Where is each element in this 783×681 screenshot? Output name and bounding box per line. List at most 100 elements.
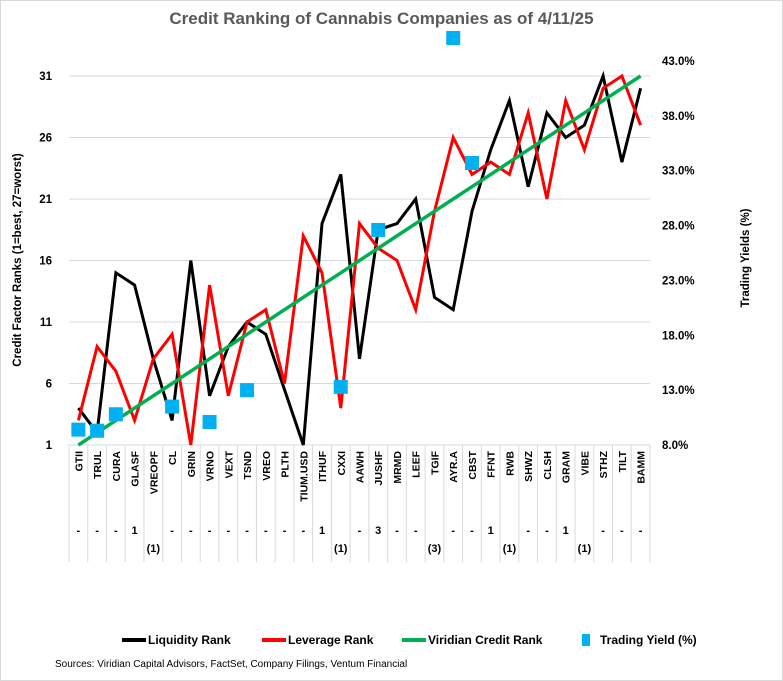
yield-marker [446,30,461,45]
rank-change-label: 1 [563,525,569,537]
rank-change-label: - [283,525,287,537]
category-label: CXXI [336,451,348,476]
category-label: LEEF [411,450,423,477]
category-label: JUSHF [373,450,385,485]
rank-change-label: - [358,525,362,537]
legend-label-liquidity: Liquidity Rank [148,633,231,647]
yield-marker [464,156,479,171]
yield-marker [371,222,386,237]
category-label: VREO [261,451,273,481]
y-tick-left: 6 [46,379,52,391]
rank-change-label: (1) [578,543,592,555]
y-tick-right: 33.0% [662,166,695,178]
legend-label-viridian: Viridian Credit Rank [428,633,543,647]
category-label: CL [167,450,179,465]
rank-change-label: 1 [488,525,494,537]
legend-label-leverage: Leverage Rank [288,633,374,647]
source-note: Sources: Viridian Capital Advisors, Fact… [55,659,408,670]
category-label: VREOPF [148,450,160,494]
y-tick-right: 23.0% [662,275,695,287]
category-label: SHWZ [523,450,535,481]
rank-change-label: - [170,525,174,537]
category-label: PLTH [280,451,292,478]
rank-change-label: - [77,525,81,537]
y-tick-right: 18.0% [662,330,695,342]
rank-change-label: - [226,525,230,537]
category-label: FFNT [486,450,498,477]
rank-change-label: - [526,525,530,537]
legend-swatch-viridian [402,638,426,642]
series-line-viridian-credit-rank [77,74,642,447]
category-label: TGIF [429,450,441,474]
series-line-leverage-rank [76,73,643,446]
category-label: TRUL [92,450,104,479]
legend-swatch-yield [582,634,590,646]
rank-change-label: - [95,525,99,537]
y-tick-right: 38.0% [662,111,695,123]
category-label: AYR.A [448,451,460,483]
rank-change-label: - [639,525,643,537]
chart-title-text: Credit Ranking of Cannabis Companies as … [169,9,594,28]
y-tick-left: 16 [39,256,52,268]
rank-change-label: 1 [132,525,138,537]
legend-item-yield: Trading Yield (%) [582,633,697,647]
y-tick-left: 26 [39,133,52,145]
category-label: GTII [73,451,85,471]
rank-change-label: - [470,525,474,537]
category-label: STHZ [598,450,610,478]
category-label: GRIN [186,451,198,477]
category-label: CBST [467,450,479,479]
category-label: GLASF [130,450,142,486]
category-label: TSND [242,451,254,480]
rank-change-label: 1 [319,525,325,537]
rank-change-label: (1) [334,543,348,555]
category-label: BAMM [636,451,648,484]
category-label: TILT [617,450,629,472]
rank-change-label: - [245,525,249,537]
series-line-liquidity-rank [77,70,643,446]
legend-swatch-leverage [262,638,286,642]
legend-item-viridian: Viridian Credit Rank [402,633,542,647]
yield-marker [333,379,348,394]
y-tick-left: 1 [46,440,53,452]
rank-change-label: 3 [375,525,381,537]
rank-change-label: - [601,525,605,537]
yield-marker [240,383,255,398]
yield-marker [90,423,105,438]
category-label: TIUM.USD [298,451,310,502]
legend-swatch-liquidity [122,638,146,642]
y-tick-left: 11 [40,317,53,329]
rank-change-label: - [301,525,305,537]
chart-title: Credit Ranking of Cannabis Companies as … [0,9,783,29]
legend-item-liquidity: Liquidity Rank [122,633,231,647]
category-label: CURA [111,451,123,482]
yield-marker [108,407,123,422]
rank-change-label: - [545,525,549,537]
yield-marker [165,399,180,414]
legend-item-leverage: Leverage Rank [262,633,373,647]
category-label: VRNO [205,451,217,481]
y-tick-right: 43.0% [662,56,695,68]
y-tick-right: 28.0% [662,221,695,233]
rank-change-label: - [620,525,624,537]
rank-change-label: (1) [503,543,517,555]
legend: Liquidity Rank Leverage Rank Viridian Cr… [0,633,783,651]
category-label: CLSH [542,451,554,480]
rank-change-label: - [264,525,268,537]
category-label: RWB [504,451,516,476]
rank-change-label: - [189,525,193,537]
rank-change-label: - [208,525,212,537]
yield-marker [71,422,86,437]
y-tick-right: 13.0% [662,385,695,397]
category-label: VEXT [223,450,235,478]
y-tick-right: 8.0% [662,440,688,452]
legend-label-yield: Trading Yield (%) [600,633,697,647]
category-label: MRMD [392,451,404,484]
rank-change-label: - [395,525,399,537]
y-tick-left: 21 [39,194,52,206]
y-tick-left: 31 [39,71,52,83]
rank-change-label: - [414,525,418,537]
yield-marker [202,414,217,429]
